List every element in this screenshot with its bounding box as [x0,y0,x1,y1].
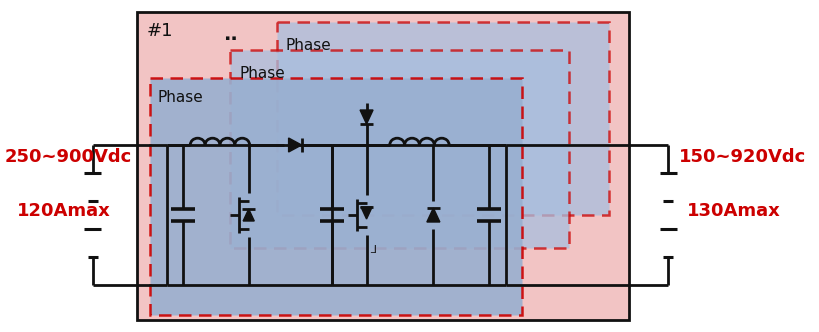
Text: Γ: Γ [368,241,374,251]
Text: 250~900Vdc: 250~900Vdc [5,148,132,166]
Text: #1: #1 [147,22,173,40]
Polygon shape [360,207,372,219]
Text: 150~920Vdc: 150~920Vdc [678,148,806,166]
Polygon shape [288,138,301,152]
Text: 130Amax: 130Amax [686,202,780,220]
Text: Phase: Phase [286,38,331,53]
Bar [137,12,628,320]
Text: ⋅⋅: ⋅⋅ [223,30,238,49]
Bar [276,22,608,215]
Text: Phase: Phase [239,66,285,81]
Text: 120Amax: 120Amax [16,202,111,220]
Polygon shape [243,209,254,221]
Bar [150,78,521,315]
Polygon shape [360,110,373,124]
Text: Phase: Phase [157,90,203,105]
Polygon shape [427,208,439,222]
Bar [230,50,568,248]
